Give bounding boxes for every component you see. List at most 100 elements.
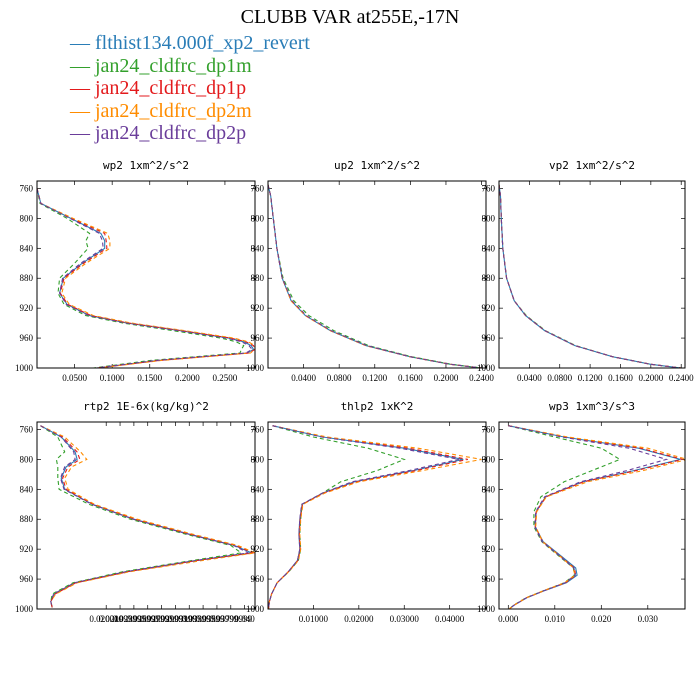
x-tick-label: 0.02599999	[126, 614, 169, 624]
y-tick-label: 960	[482, 574, 496, 584]
chart-panel: wp2 1xm^2/s^2 760 800 840 880 920 960 1000 0.050…	[15, 159, 256, 383]
series-line	[37, 188, 255, 368]
series-line	[40, 425, 255, 608]
legend-item: — jan24_cldfrc_dp1p	[70, 77, 310, 100]
plot-frame	[36, 421, 256, 610]
x-tick-label: 0.2000	[175, 373, 200, 383]
x-tick-label: 0.1200	[578, 373, 603, 383]
y-tick-label: 880	[20, 514, 34, 524]
x-tick-label: 0.01000	[299, 614, 329, 624]
y-tick-label: 760	[251, 183, 265, 193]
x-tick-label: 0.02999999	[154, 614, 197, 624]
x-tick-label: 0.0400	[517, 373, 542, 383]
y-tick-label: 920	[251, 544, 265, 554]
x-tick-label: 0.2000	[638, 373, 663, 383]
series-line	[40, 425, 254, 608]
y-tick-label: 880	[482, 273, 496, 283]
y-tick-label: 880	[251, 514, 265, 524]
y-tick-label: 760	[251, 424, 265, 434]
x-tick-label: 0.03599999	[196, 614, 239, 624]
y-tick-label: 840	[482, 484, 496, 494]
series-line	[268, 184, 482, 368]
x-tick-label: 0.000	[498, 614, 519, 624]
x-tick-label: 0.1500	[137, 373, 162, 383]
y-tick-label: 760	[20, 183, 34, 193]
legend-dash-icon: —	[70, 54, 95, 77]
chart-panel: wp3 1xm^3/s^3 760 800 840 880 920 960 10000.000…	[477, 400, 686, 624]
y-tick-label: 840	[482, 243, 496, 253]
y-tick-label: 800	[251, 454, 265, 464]
series-line	[37, 188, 255, 368]
x-tick-label: 0.02000	[344, 614, 374, 624]
plot-frame	[498, 421, 686, 610]
x-tick-label: 0.2400	[469, 373, 494, 383]
panel-title: rtp2 1E-6x(kg/kg)^2	[83, 400, 209, 413]
series-line	[37, 188, 245, 368]
legend-label: jan24_cldfrc_dp1m	[95, 54, 252, 77]
series-line	[40, 425, 250, 608]
y-tick-label: 920	[482, 544, 496, 554]
y-tick-label: 1000	[477, 363, 496, 373]
y-tick-label: 1000	[477, 604, 496, 614]
series-line	[268, 425, 459, 609]
y-tick-label: 1000	[15, 604, 34, 614]
series-line	[40, 425, 243, 608]
legend-dash-icon: —	[70, 77, 95, 99]
x-tick-label: 0.1600	[608, 373, 633, 383]
x-tick-label: 0.2400	[669, 373, 694, 383]
x-tick-label: 0.2500	[213, 373, 238, 383]
x-tick-label: 0.2000	[434, 373, 459, 383]
y-tick-label: 960	[251, 333, 265, 343]
legend-label: jan24_cldfrc_dp2p	[95, 122, 247, 144]
legend-item: — jan24_cldfrc_dp1m	[70, 55, 310, 78]
y-tick-label: 800	[20, 213, 34, 223]
x-tick-label: 0.010	[545, 614, 566, 624]
y-tick-label: 840	[251, 243, 265, 253]
x-tick-label: 0.0800	[547, 373, 572, 383]
chart-panel: rtp2 1E-6x(kg/kg)^2 760 800 840 880 920 960 100…	[15, 400, 256, 624]
series-line	[499, 184, 682, 368]
y-tick-label: 920	[482, 303, 496, 313]
y-tick-label: 800	[251, 213, 265, 223]
series-line	[508, 425, 622, 609]
legend-dash-icon: —	[70, 32, 95, 54]
x-tick-label: 0.03000	[390, 614, 420, 624]
x-tick-label: 0.02199999	[99, 614, 142, 624]
y-tick-label: 960	[20, 333, 34, 343]
chart-panel: vp2 1xm^2/s^2 760 800 840 880 920 960 1000 0.040…	[477, 159, 694, 383]
legend-dash-icon: —	[70, 122, 95, 144]
series-line	[499, 184, 682, 368]
y-tick-label: 920	[20, 544, 34, 554]
y-tick-label: 760	[482, 424, 496, 434]
y-tick-label: 960	[482, 333, 496, 343]
series-line	[499, 184, 682, 368]
panel-title: thlp2 1xK^2	[341, 400, 414, 413]
panel-title: wp2 1xm^2/s^2	[103, 159, 189, 172]
legend-item: — jan24_cldfrc_dp2m	[70, 100, 310, 123]
y-tick-label: 800	[482, 213, 496, 223]
x-tick-label: 0.030	[638, 614, 659, 624]
x-tick-label: 0.1200	[362, 373, 387, 383]
y-tick-label: 960	[20, 574, 34, 584]
y-tick-label: 1000	[246, 363, 265, 373]
y-tick-label: 920	[20, 303, 34, 313]
x-tick-label: 0.1000	[100, 373, 125, 383]
x-tick-label: 0.020	[591, 614, 612, 624]
legend-label: jan24_cldfrc_dp2m	[95, 99, 252, 122]
y-tick-label: 880	[251, 273, 265, 283]
y-tick-label: 1000	[15, 363, 34, 373]
chart-panel: thlp2 1xK^2 760 800 840 880 920 960 1000 0.01000…	[246, 400, 487, 624]
y-tick-label: 880	[20, 273, 34, 283]
y-tick-label: 920	[251, 303, 265, 313]
panel-title: up2 1xm^2/s^2	[334, 159, 420, 172]
series-line	[499, 184, 682, 368]
plot-frame	[267, 180, 487, 369]
x-tick-label: 0.03799999	[209, 614, 252, 624]
x-tick-label: 0.020000	[89, 614, 123, 624]
series-line	[268, 425, 482, 609]
y-tick-label: 840	[251, 484, 265, 494]
panel-title: vp2 1xm^2/s^2	[549, 159, 635, 172]
y-tick-label: 760	[20, 424, 34, 434]
x-tick-label: 0.02399999	[113, 614, 156, 624]
